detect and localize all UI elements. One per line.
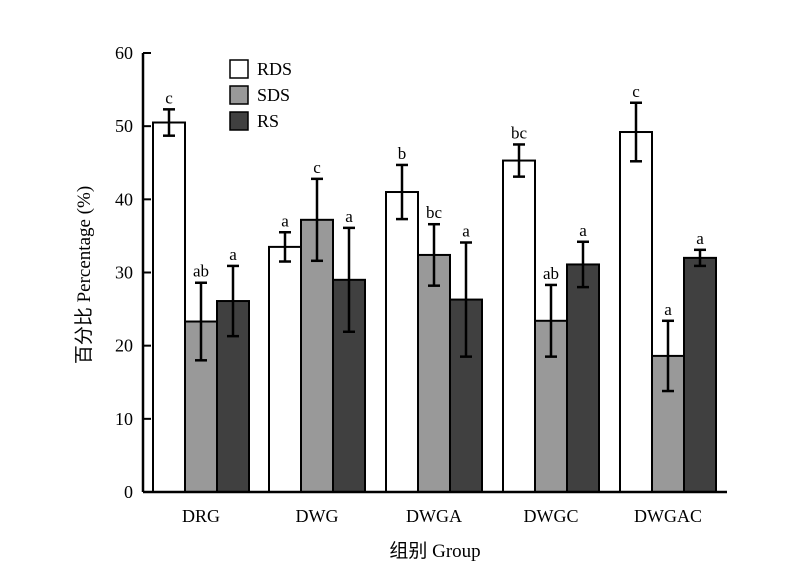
y-tick-label-40: 40 [115, 189, 133, 209]
x-tick-label-dwg: DWG [296, 506, 339, 526]
significance-letter-rds-dwgc: bc [511, 123, 528, 142]
bar-rds-drg [152, 121, 186, 493]
bar-rds-dwgac [619, 131, 653, 494]
significance-letter-rds-dwga: b [398, 144, 407, 163]
significance-letter-sds-dwga: bc [426, 203, 443, 222]
y-axis-label: 百分比 Percentage (%) [73, 186, 95, 364]
significance-letter-rds-drg: c [165, 88, 173, 107]
significance-letter-sds-drg: ab [193, 262, 209, 281]
legend: RDS SDS RS [229, 59, 292, 131]
x-tick-label-drg: DRG [182, 506, 220, 526]
x-axis-label: 组别 Group [389, 540, 480, 562]
significance-letter-rds-dwg: a [281, 211, 289, 230]
legend-swatch-rds [229, 59, 249, 79]
bar-sds-dwga [417, 253, 451, 493]
bar-rds-dwgc [502, 159, 536, 493]
bar-rs-dwgc [566, 263, 600, 493]
y-tick-label-0: 0 [124, 482, 133, 502]
legend-label-sds: SDS [257, 85, 290, 105]
significance-letter-rds-dwgac: c [632, 82, 640, 101]
significance-letter-sds-dwgc: ab [543, 264, 559, 283]
bar-rs-dwgac [683, 256, 717, 493]
y-tick-label-50: 50 [115, 116, 133, 136]
x-tick-label-dwgc: DWGC [524, 506, 579, 526]
significance-letter-sds-dwgac: a [664, 300, 672, 319]
significance-letter-rs-drg: a [229, 245, 237, 264]
error-bars-layer [163, 101, 706, 393]
significance-letter-rs-dwg: a [345, 207, 353, 226]
significance-letter-sds-dwg: c [313, 158, 321, 177]
significance-letter-rs-dwgc: a [579, 221, 587, 240]
bars-layer [152, 121, 717, 494]
axes-layer: 0 10 20 30 40 50 60 DRG DWG DWGA DWGC DWGAC [115, 43, 727, 526]
bar-rds-dwga [385, 191, 419, 493]
legend-label-rds: RDS [257, 59, 292, 79]
significance-letter-rs-dwga: a [462, 222, 470, 241]
legend-label-rs: RS [257, 111, 279, 131]
y-tick-label-20: 20 [115, 336, 133, 356]
legend-swatch-rs [229, 111, 249, 131]
y-tick-label-60: 60 [115, 43, 133, 63]
x-tick-label-dwgac: DWGAC [634, 506, 702, 526]
y-tick-label-30: 30 [115, 263, 133, 283]
x-tick-label-dwga: DWGA [406, 506, 462, 526]
legend-swatch-sds [229, 85, 249, 105]
bar-rds-dwg [268, 245, 302, 493]
significance-letter-rs-dwgac: a [696, 229, 704, 248]
y-tick-label-10: 10 [115, 409, 133, 429]
